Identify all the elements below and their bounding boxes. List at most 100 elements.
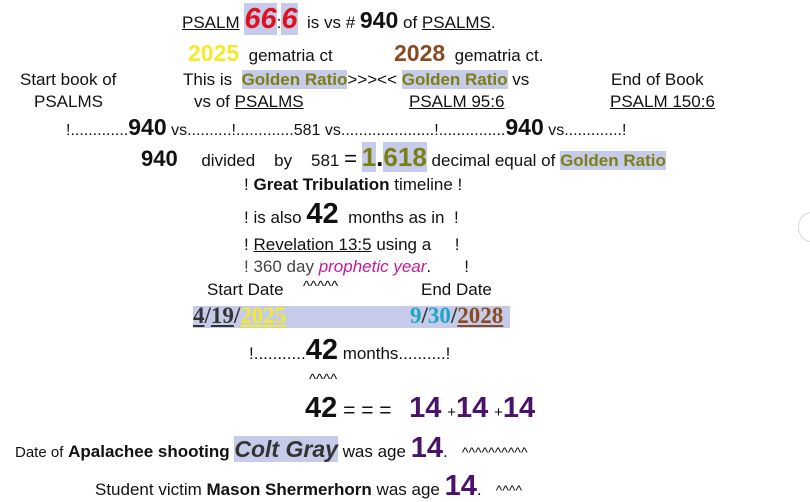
was-age-17: was age xyxy=(376,480,440,499)
end-month: 9 xyxy=(410,303,422,328)
ratio-618: 618 xyxy=(383,142,427,172)
arrows: >>><< xyxy=(347,70,397,89)
year-2025: 2025 xyxy=(188,40,240,66)
year-2028-line: 2028 gematria ct. xyxy=(394,42,543,65)
by-text: by xyxy=(274,151,293,170)
year-2025-line: 2025 gematria ct xyxy=(188,42,333,65)
using-a-text: using a xyxy=(376,235,432,254)
great-tribulation: Great Tribulation xyxy=(253,175,390,194)
period: . xyxy=(490,13,496,32)
ratio-one: 1 xyxy=(361,142,377,172)
sum-42: 42 xyxy=(305,392,338,424)
start-day: 19 xyxy=(210,303,234,328)
division-581: 581 xyxy=(311,151,340,170)
dots-b: vs..........!.............581 vs........… xyxy=(171,122,506,139)
end-day: 30 xyxy=(427,303,451,328)
psalms-label: PSALMS xyxy=(34,92,103,111)
fourteen-b: 14 xyxy=(455,392,489,424)
decimal-text: decimal equal of xyxy=(431,151,556,170)
divided-text: divided xyxy=(201,151,256,170)
golden-ratio-2: Golden Ratio xyxy=(401,70,508,89)
months-span-line: !...........42 months..........! xyxy=(249,336,450,365)
start-book-label: Start book of xyxy=(20,70,117,89)
equals: = xyxy=(344,146,357,171)
bang-9b: ! xyxy=(454,235,460,254)
age-14-a: 14 xyxy=(410,432,443,464)
mason-shermerhorn: Mason Shermerhorn xyxy=(206,480,372,499)
vs-of-psalms: vs of PSALMS xyxy=(194,93,304,110)
fourteen-a: 14 xyxy=(409,392,442,424)
start-date: 4/19/2025 xyxy=(193,304,286,327)
of-text: of xyxy=(403,13,418,32)
plus-2: + xyxy=(494,404,503,421)
verse-6: 6 xyxy=(281,3,298,35)
bang-a: ! xyxy=(244,175,249,194)
end-date: 9/30/2028 xyxy=(410,304,503,327)
carets-16: ^^^^^^^^^^ xyxy=(461,444,528,460)
equals-triple: = = = xyxy=(343,399,392,422)
title-line: PSALM 66:6 is vs # 940 of PSALMS. xyxy=(182,3,496,35)
bang-10: ! xyxy=(464,257,469,276)
psalms-underlined: PSALMS xyxy=(234,92,304,111)
sum-line: 42 = = = 14 +14 +14 xyxy=(305,394,535,423)
slash-2: / xyxy=(233,303,241,328)
psalm-95-6: PSALM 95:6 xyxy=(409,92,505,111)
vs-of-text: vs of xyxy=(194,92,230,111)
day-360-text: ! 360 day xyxy=(244,257,314,276)
is-vs-text: is vs # xyxy=(306,13,356,32)
colon: : xyxy=(276,13,282,32)
this-is-text: This is xyxy=(183,70,233,89)
psalm-150-6: PSALM 150:6 xyxy=(610,92,715,111)
apalachee-shooting: Apalachee shooting xyxy=(68,442,230,461)
division-940: 940 xyxy=(141,146,178,171)
start-month: 4 xyxy=(193,303,205,328)
mason-line: Student victim Mason Shermerhorn was age… xyxy=(95,472,522,501)
dots-c: vs.............! xyxy=(548,122,627,139)
start-year: 2025 xyxy=(240,303,287,328)
months-as-in: months as in xyxy=(348,208,445,227)
months-dots: months..........! xyxy=(342,344,451,363)
division-line: 940 divided by 581 = 1.618 decimal equal… xyxy=(141,142,666,172)
chapter-66: 66 xyxy=(244,3,277,35)
slash-1: / xyxy=(204,303,211,328)
vs-text: vs xyxy=(512,70,530,89)
months-42-line: ! is also 42 months as in ! xyxy=(244,200,459,229)
gematria-ct-1: gematria ct xyxy=(248,46,333,65)
verse-940: 940 xyxy=(359,7,399,33)
was-age-16: was age xyxy=(342,442,406,461)
carets-11: ^^^^^ xyxy=(303,278,339,295)
dots-13a: !........... xyxy=(249,344,306,363)
golden-ratio-3: Golden Ratio xyxy=(560,151,666,170)
plus-1: + xyxy=(447,404,456,421)
date-of-text: Date of xyxy=(15,444,64,461)
dot-16: . xyxy=(442,442,448,461)
dots-a: !............. xyxy=(66,122,129,139)
verse-count-line: !............. 940 vs..........!.........… xyxy=(66,116,626,139)
dot-17: . xyxy=(476,480,482,499)
end-year: 2028 xyxy=(457,303,504,328)
golden-ratio-line: This is Golden Ratio>>><< Golden Ratio v… xyxy=(183,70,530,89)
period-10: . xyxy=(426,257,432,276)
revelation-line: ! Revelation 13:5 using a ! xyxy=(244,236,460,253)
span-42: 42 xyxy=(305,334,338,366)
date-band xyxy=(193,306,510,328)
year-2028: 2028 xyxy=(394,40,446,66)
carets-14: ^^^^ xyxy=(309,371,338,388)
tribulation-line: ! Great Tribulation timeline ! xyxy=(244,176,462,193)
bang-9a: ! xyxy=(244,235,249,254)
colt-gray-highlight: Colt Gray xyxy=(234,436,338,462)
slash-3: / xyxy=(421,303,428,328)
prophetic-year-line: ! 360 day prophetic year. ! xyxy=(244,258,469,275)
start-date-label: Start Date xyxy=(207,280,284,299)
edge-scroll-handle[interactable] xyxy=(798,212,810,242)
is-also-text: ! is also xyxy=(244,208,302,227)
slash-4: / xyxy=(450,303,458,328)
months-42: 42 xyxy=(306,198,339,230)
count-940-b: 940 xyxy=(505,114,544,140)
golden-ratio-1: Golden Ratio xyxy=(241,70,348,89)
psalm-label: PSALM xyxy=(182,13,240,32)
revelation-13-5: Revelation 13:5 xyxy=(253,235,372,254)
ratio-dot: . xyxy=(376,142,384,172)
psalm-ref-highlight: 66 xyxy=(244,3,277,35)
student-victim-text: Student victim xyxy=(95,480,202,499)
